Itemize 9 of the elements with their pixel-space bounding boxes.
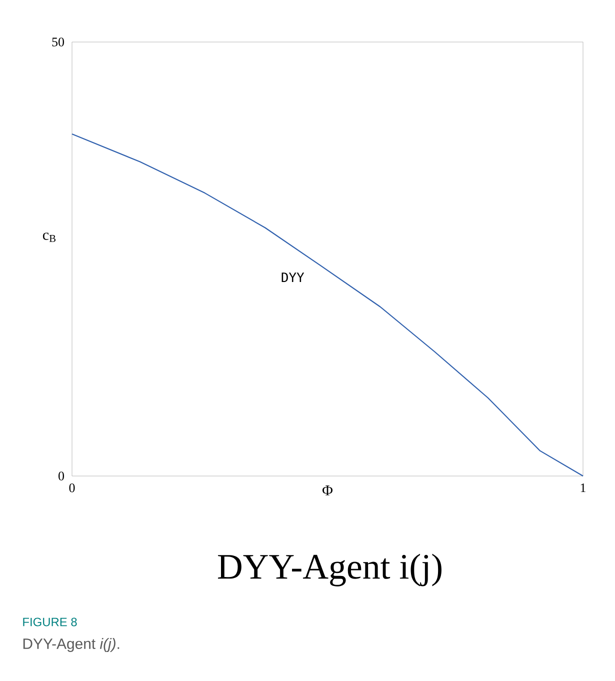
- text: DYY-Agent i(j): [218, 554, 442, 586]
- x-tick-label: 1: [580, 484, 586, 492]
- series-label: DYY: [282, 272, 304, 282]
- x-axis-title: Φ: [322, 486, 333, 496]
- line-series: [71, 133, 584, 477]
- text: DYY-Agent i(j).: [23, 638, 120, 652]
- caption: FIGURE 8: [23, 618, 77, 626]
- y-tick-label: 50: [52, 38, 64, 46]
- y-axis-title: c$_{B}$: [42, 232, 56, 242]
